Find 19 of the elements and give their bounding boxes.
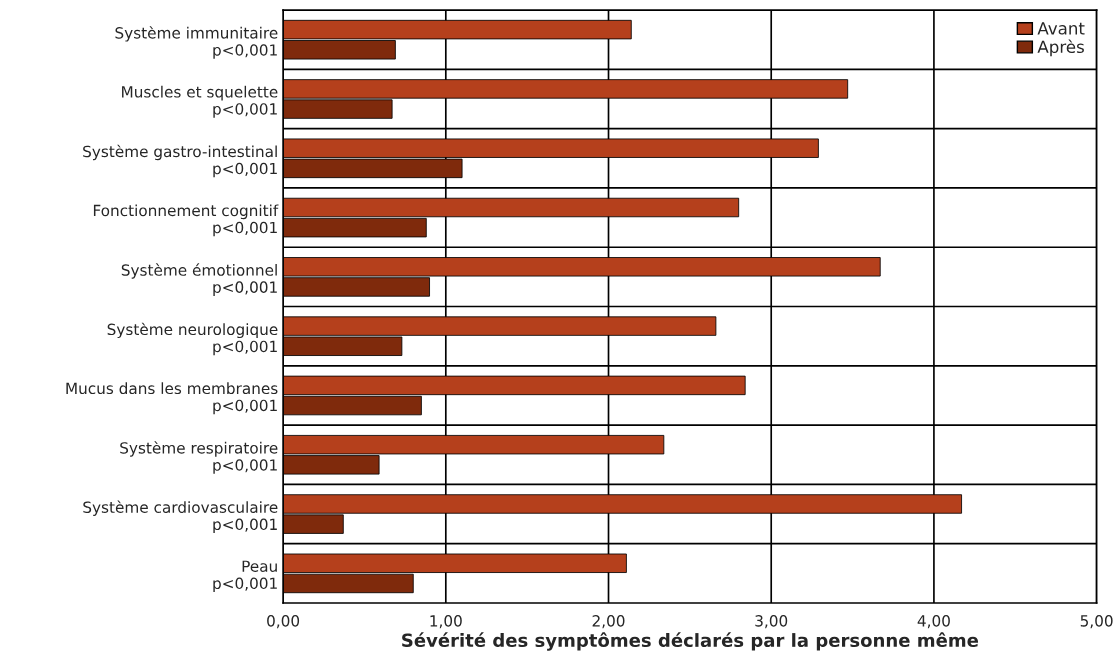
y-tick-label: Système émotionnel p<0,001 — [121, 263, 277, 296]
y-tick-label: Mucus dans les membranes p<0,001 — [66, 382, 278, 415]
legend-label: Après — [1037, 39, 1084, 57]
legend-label: Avant — [1037, 22, 1085, 35]
x-tick-label: 1,00 — [430, 615, 462, 629]
x-tick-label: 5,00 — [1080, 615, 1113, 629]
x-tick-label: 3,00 — [755, 615, 788, 629]
y-tick-label: Fonctionnement cognitif p<0,001 — [93, 204, 279, 237]
y-tick-label: Système gastro-intestinal p<0,001 — [83, 144, 277, 178]
y-tick-label: Système respiratoire p<0,001 — [120, 441, 278, 474]
y-tick-label: Système neurologique p<0,001 — [107, 322, 278, 356]
x-tick-label: 4,00 — [917, 615, 950, 629]
x-tick-label: 2,00 — [592, 615, 625, 629]
y-tick-label: Peau p<0,001 — [213, 560, 277, 593]
x-tick-label: 0,00 — [267, 615, 300, 629]
y-tick-label: Système immunitaire p<0,001 — [115, 26, 278, 59]
y-tick-label: Muscles et squelette p<0,001 — [122, 85, 278, 118]
x-axis-title: Sévérité des symptômes déclarés par la personne même — [402, 632, 979, 651]
y-tick-label: Système cardiovasculaire p<0,001 — [83, 500, 278, 534]
